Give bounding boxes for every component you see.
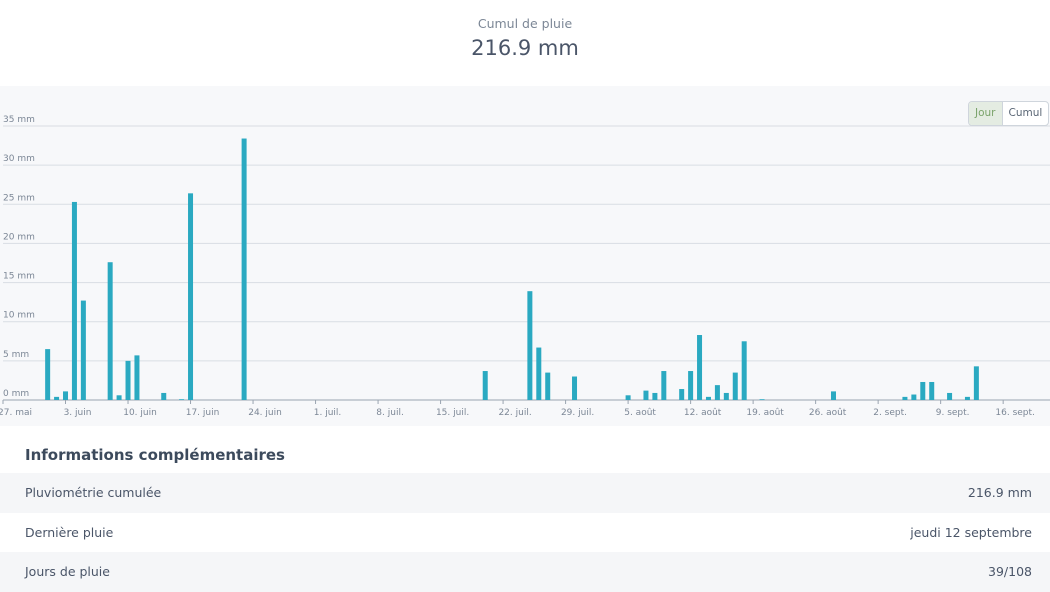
rain-bar[interactable] <box>679 389 685 400</box>
x-tick-label: 10. juin <box>123 408 157 418</box>
info-label: Jours de pluie <box>25 564 110 579</box>
info-value: jeudi 12 septembre <box>910 525 1032 540</box>
jour-button[interactable]: Jour <box>969 102 1003 125</box>
rain-bar[interactable] <box>697 335 703 400</box>
x-tick-label: 29. juil. <box>561 408 594 418</box>
x-tick-label: 12. août <box>684 408 722 418</box>
rain-bar[interactable] <box>536 347 542 400</box>
view-toggle: Jour Cumul <box>968 101 1050 126</box>
rain-bar[interactable] <box>661 371 667 400</box>
x-tick-label: 19. août <box>746 408 784 418</box>
rain-bar[interactable] <box>116 395 122 400</box>
x-tick-label: 24. juin <box>248 408 282 418</box>
rain-bar[interactable] <box>572 376 578 400</box>
chart-panel: 0 mm 5 mm 10 mm 15 mm 20 mm 25 mm 30 mm 35 mm 27… <box>0 86 1050 426</box>
rain-bar[interactable] <box>920 381 926 400</box>
rain-bar[interactable] <box>947 392 953 400</box>
x-tick-label: 26. août <box>809 408 847 418</box>
info-label: Dernière pluie <box>25 525 114 540</box>
rain-bar[interactable] <box>759 399 765 401</box>
info-label: Pluviométrie cumulée <box>25 485 162 500</box>
rain-bar[interactable] <box>71 201 77 400</box>
rain-bar[interactable] <box>188 193 194 400</box>
x-tick-label: 8. juil. <box>376 408 404 418</box>
y-tick-label: 0 mm <box>3 389 29 399</box>
rain-bar[interactable] <box>527 291 533 400</box>
rain-bar[interactable] <box>45 349 51 400</box>
rain-bar[interactable] <box>54 396 60 400</box>
rain-bar[interactable] <box>732 372 738 400</box>
rain-bar[interactable] <box>964 396 970 400</box>
x-tick-label: 17. juin <box>186 408 220 418</box>
info-value: 39/108 <box>988 564 1032 579</box>
rain-bar[interactable] <box>688 371 694 400</box>
header: Cumul de pluie 216.9 mm <box>0 0 1050 86</box>
rain-bar[interactable] <box>63 391 69 400</box>
y-tick-label: 20 mm <box>3 232 35 242</box>
info-value: 216.9 mm <box>967 485 1032 500</box>
rain-bar[interactable] <box>107 262 113 400</box>
y-tick-label: 10 mm <box>3 311 35 321</box>
rain-bar[interactable] <box>902 396 908 400</box>
x-tick-label: 15. juil. <box>436 408 469 418</box>
y-tick-label: 5 mm <box>3 350 29 360</box>
x-tick-label: 22. juil. <box>498 408 531 418</box>
cumul-total: 216.9 mm <box>471 36 579 60</box>
x-tick-label: 5. août <box>624 408 656 418</box>
info-row-last-rain: Dernière pluie jeudi 12 septembre <box>0 513 1050 553</box>
rain-bar[interactable] <box>179 399 185 401</box>
x-tick-label: 3. juin <box>64 408 92 418</box>
rain-bar[interactable] <box>830 391 836 400</box>
rain-bar[interactable] <box>545 372 551 400</box>
rain-bar[interactable] <box>714 385 720 400</box>
rain-bar[interactable] <box>241 138 247 400</box>
x-tick-label: 9. sept. <box>936 408 970 418</box>
x-tick-label: 1. juil. <box>314 408 342 418</box>
rain-bar[interactable] <box>973 366 979 400</box>
rain-bar[interactable] <box>643 390 649 400</box>
rain-bar[interactable] <box>911 394 917 400</box>
y-tick-label: 35 mm <box>3 115 35 125</box>
info-row-rain-days: Jours de pluie 39/108 <box>0 552 1050 592</box>
rain-bar[interactable] <box>482 371 488 400</box>
rain-bar[interactable] <box>741 341 747 400</box>
cumul-button[interactable]: Cumul <box>1008 107 1043 119</box>
rain-bar[interactable] <box>705 396 711 400</box>
y-tick-label: 30 mm <box>3 154 35 164</box>
rain-chart: 0 mm 5 mm 10 mm 15 mm 20 mm 25 mm 30 mm 35 mm 27… <box>0 115 1050 418</box>
info-row-cumul: Pluviométrie cumulée 216.9 mm <box>0 473 1050 513</box>
rain-bar[interactable] <box>723 392 729 400</box>
x-tick-label: 27. mai <box>0 408 32 418</box>
rain-bar[interactable] <box>134 355 140 400</box>
rain-bar[interactable] <box>929 381 935 400</box>
rain-bar[interactable] <box>80 300 86 400</box>
cumul-label: Cumul de pluie <box>477 16 573 31</box>
rain-bar[interactable] <box>161 392 167 400</box>
rain-bar[interactable] <box>125 360 131 400</box>
x-tick-label: 2. sept. <box>873 408 907 418</box>
rain-bar[interactable] <box>652 392 658 400</box>
rain-bar[interactable] <box>625 395 631 400</box>
y-tick-label: 25 mm <box>3 193 35 203</box>
x-tick-label: 16. sept. <box>995 408 1035 418</box>
info-title: Informations complémentaires <box>25 446 285 464</box>
y-tick-label: 15 mm <box>3 272 35 282</box>
